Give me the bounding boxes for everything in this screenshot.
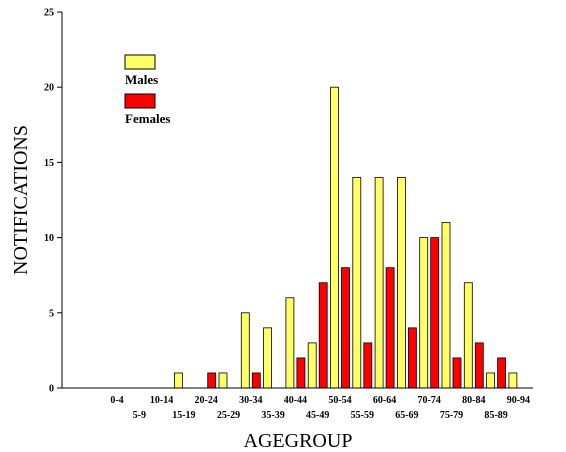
bar-males-60-64 bbox=[374, 177, 384, 389]
bar-males-65-69 bbox=[396, 177, 406, 389]
bar-males-35-39 bbox=[263, 327, 273, 389]
y-tick-label: 5 bbox=[49, 308, 54, 319]
x-category-label: 15-19 bbox=[172, 410, 195, 421]
bar-males-25-29 bbox=[218, 372, 228, 389]
x-category-label: 10-14 bbox=[150, 395, 173, 406]
x-category-label: 90-94 bbox=[507, 395, 530, 406]
bar-females-65-69 bbox=[407, 327, 417, 389]
y-axis-title: NOTIFICATIONS bbox=[10, 125, 32, 275]
bar-females-30-34 bbox=[251, 372, 261, 389]
bar-males-75-79 bbox=[441, 222, 451, 389]
x-category-label: 65-69 bbox=[395, 410, 418, 421]
y-tick-label: 0 bbox=[49, 384, 54, 395]
y-ticks-group: 0 5 10 15 20 25 bbox=[44, 8, 62, 395]
bar-males-15-19 bbox=[173, 372, 183, 389]
x-category-label: 60-64 bbox=[373, 395, 396, 406]
legend-swatch-males bbox=[124, 54, 156, 70]
x-category-label: 80-84 bbox=[462, 395, 485, 406]
x-category-label: 5-9 bbox=[133, 410, 146, 421]
x-category-label: 85-89 bbox=[484, 410, 507, 421]
bar-males-40-44 bbox=[285, 297, 295, 389]
legend-label-females: Females bbox=[125, 111, 170, 126]
bar-males-50-54 bbox=[330, 86, 339, 389]
bar-females-20-24 bbox=[207, 372, 217, 389]
x-category-label: 50-54 bbox=[328, 395, 351, 406]
x-category-label: 25-29 bbox=[217, 410, 240, 421]
legend-swatch-females bbox=[124, 93, 156, 109]
y-tick-label: 15 bbox=[44, 158, 54, 169]
bar-males-55-59 bbox=[352, 177, 362, 389]
x-axis-title: AGEGROUP bbox=[244, 430, 353, 452]
x-category-label: 35-39 bbox=[261, 410, 284, 421]
bar-females-80-84 bbox=[474, 342, 484, 389]
bar-females-50-54 bbox=[341, 267, 350, 389]
bar-females-70-74 bbox=[430, 237, 440, 389]
bar-females-45-49 bbox=[318, 282, 328, 389]
x-category-label: 55-59 bbox=[351, 410, 374, 421]
bar-males-70-74 bbox=[419, 237, 429, 389]
y-tick-label: 20 bbox=[44, 83, 54, 94]
x-category-label: 70-74 bbox=[418, 395, 441, 406]
bar-males-90-94 bbox=[508, 372, 518, 389]
legend-label-males: Males bbox=[125, 72, 158, 87]
x-category-label: 0-4 bbox=[110, 395, 123, 406]
y-tick-label: 25 bbox=[44, 8, 54, 19]
bar-females-55-59 bbox=[363, 342, 373, 389]
x-category-label: 20-24 bbox=[195, 395, 218, 406]
x-category-label: 30-34 bbox=[239, 395, 262, 406]
x-category-label: 40-44 bbox=[284, 395, 307, 406]
bar-females-40-44 bbox=[296, 357, 306, 389]
bar-females-60-64 bbox=[385, 267, 395, 389]
bar-males-30-34 bbox=[240, 312, 250, 389]
bars-group bbox=[173, 86, 518, 389]
bar-males-80-84 bbox=[463, 282, 473, 389]
bar-males-85-89 bbox=[486, 372, 496, 389]
bar-females-75-79 bbox=[452, 357, 462, 389]
legend: Males Females bbox=[124, 54, 170, 126]
bar-males-45-49 bbox=[307, 342, 317, 389]
x-category-label: 45-49 bbox=[306, 410, 329, 421]
x-category-label: 75-79 bbox=[440, 410, 463, 421]
y-tick-label: 10 bbox=[44, 233, 54, 244]
bar-females-85-89 bbox=[497, 357, 507, 389]
